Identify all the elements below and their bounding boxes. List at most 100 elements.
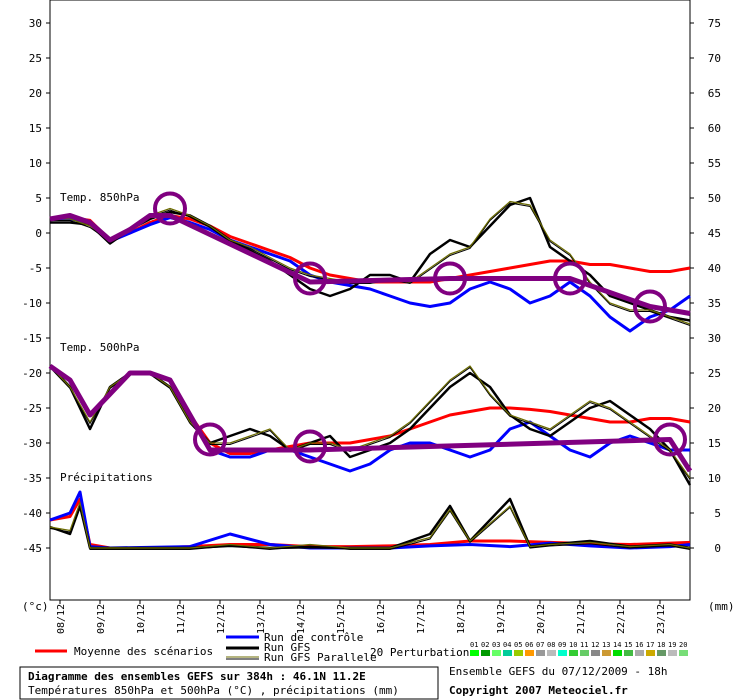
perturbation-swatch (547, 650, 556, 656)
perturbation-swatch (558, 650, 567, 656)
series-line-shadow (49, 366, 691, 480)
left-tick-label: 30 (29, 17, 42, 30)
perturbation-number: 05 (514, 641, 522, 649)
perturbation-swatch (492, 650, 501, 656)
legend-control-label: Run de contrôle (264, 631, 363, 644)
right-tick-label: 70 (708, 52, 721, 65)
legend-gfs-par-label: Run GFS Parallele (264, 651, 377, 664)
left-tick-label: -15 (22, 332, 42, 345)
perturbation-number: 11 (580, 641, 588, 649)
perturbation-number: 14 (613, 641, 621, 649)
perturbation-number: 13 (602, 641, 610, 649)
perturbation-number: 08 (547, 641, 555, 649)
right-tick-label: 10 (708, 472, 721, 485)
perturbation-swatch (481, 650, 490, 656)
annotation-circle (293, 261, 327, 296)
perturbation-swatch (668, 650, 677, 656)
right-tick-label: 45 (708, 227, 721, 240)
right-tick-label: 50 (708, 192, 721, 205)
right-tick-label: 55 (708, 157, 721, 170)
copyright: Copyright 2007 Meteociel.fr (449, 684, 628, 697)
series-line-run-de-contr-le-temp-850hpa (50, 216, 691, 333)
left-axis: 30 25 20 15 10 5 0 -5 -10 -15 -20 -25 -30 -35 -40 -45 (22, 17, 50, 555)
perturbation-swatch (657, 650, 666, 656)
plot-area (49, 0, 691, 601)
perturbation-number: 01 (470, 641, 478, 649)
left-tick-label: 0 (35, 227, 42, 240)
perturbation-swatch (602, 650, 611, 656)
x-tick-label: 18/12 (456, 604, 467, 634)
perturbation-swatch (613, 650, 622, 656)
x-tick-label: 13/12 (256, 604, 267, 634)
perturbation-swatch (679, 650, 688, 656)
annotation-circle (653, 422, 687, 457)
x-tick-label: 09/12 (96, 604, 107, 634)
perturbation-number: 07 (536, 641, 544, 649)
perturbation-number: 20 (679, 641, 687, 649)
perturbation-number: 16 (635, 641, 643, 649)
right-tick-label: 40 (708, 262, 721, 275)
right-tick-label: 0 (714, 542, 721, 555)
right-tick-label: 65 (708, 87, 721, 100)
annotation-circles (153, 191, 687, 464)
perturbation-swatch (580, 650, 589, 656)
left-tick-label: -20 (22, 367, 42, 380)
left-tick-label: 15 (29, 122, 42, 135)
perturbation-swatch (470, 650, 479, 656)
ensemble-run-info: Ensemble GEFS du 07/12/2009 - 18h (449, 665, 668, 678)
x-tick-label: 21/12 (576, 604, 587, 634)
left-tick-label: -25 (22, 402, 42, 415)
left-tick-label: 20 (29, 87, 42, 100)
x-tick-label: 14/12 (296, 604, 307, 634)
perturbation-swatch (514, 650, 523, 656)
x-tick-label: 12/12 (216, 604, 227, 634)
x-tick-label: 10/12 (136, 604, 147, 634)
series-line-annotation-trait-violet-temp-500hpa (48, 363, 693, 473)
perturbation-number: 06 (525, 641, 533, 649)
footer-subtitle: Températures 850hPa et 500hPa (°C) , pré… (28, 684, 399, 697)
series-layer (48, 196, 693, 551)
x-tick-label: 16/12 (376, 604, 387, 634)
legend-perturbations-label: 20 Perturbations (370, 646, 476, 659)
x-tick-label: 15/12 (336, 604, 347, 634)
perturbation-number: 12 (591, 641, 599, 649)
annotation-circle (633, 289, 667, 324)
right-tick-label: 15 (708, 437, 721, 450)
perturbation-swatch (635, 650, 644, 656)
x-tick-label: 22/12 (616, 604, 627, 634)
perturbation-number: 17 (646, 641, 654, 649)
perturbation-number: 09 (558, 641, 566, 649)
x-tick-label: 19/12 (496, 604, 507, 634)
panel-label-precipitations: Précipitations (60, 471, 153, 484)
left-tick-label: -40 (22, 507, 42, 520)
left-tick-label: -45 (22, 542, 42, 555)
footer-title: Diagramme des ensembles GEFS sur 384h : … (28, 670, 366, 683)
perturbation-number: 02 (481, 641, 489, 649)
legend-gfs-label: Run GFS (264, 641, 310, 654)
plot-frame (49, 0, 691, 601)
perturbation-number: 18 (657, 641, 665, 649)
perturbation-swatch (503, 650, 512, 656)
perturbation-number: 03 (492, 641, 500, 649)
annotation-circle (193, 422, 227, 457)
series-line-run-gfs-parallele-pr-cipitations (49, 501, 691, 549)
right-tick-label: 5 (714, 507, 721, 520)
legend-mean-label: Moyenne des scénarios (74, 645, 213, 658)
annotation-circle (553, 261, 587, 296)
left-tick-label: 25 (29, 52, 42, 65)
panel-label-500hpa: Temp. 500hPa (60, 341, 139, 354)
right-tick-label: 30 (708, 332, 721, 345)
panel-label-850hpa: Temp. 850hPa (60, 191, 139, 204)
perturbation-number: 19 (668, 641, 676, 649)
perturbation-swatch (624, 650, 633, 656)
perturbation-number: 15 (624, 641, 632, 649)
x-tick-label: 08/12 (56, 604, 67, 634)
x-axis: 08/12 09/12 10/12 11/12 12/12 13/12 14/12 15/12… (56, 600, 667, 634)
footer-title-box (19, 666, 439, 700)
perturbation-swatches: 01 02 03 04 05 06 07 08 09 10 11 12 13 14 15 16 17 18 19 20 (470, 641, 688, 656)
right-axis-unit: (mm) (708, 600, 735, 613)
perturbation-number: 04 (503, 641, 511, 649)
